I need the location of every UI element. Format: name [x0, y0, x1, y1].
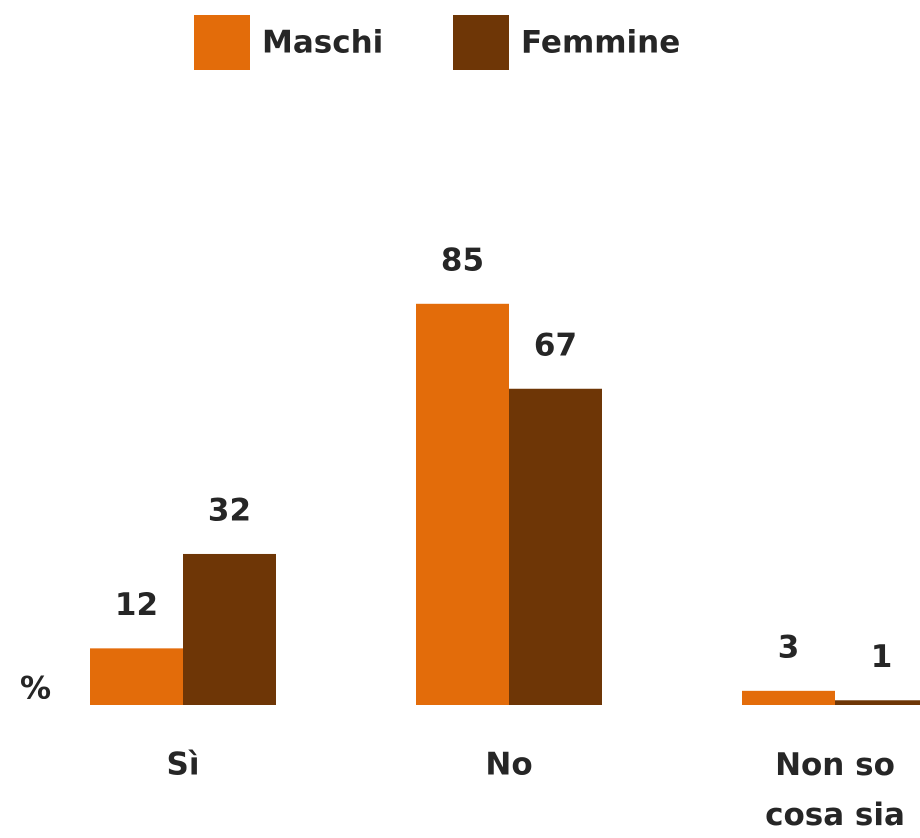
bar: [416, 303, 509, 705]
value-label: 1: [871, 639, 893, 675]
value-label: 32: [208, 492, 251, 528]
bar: [509, 388, 602, 705]
legend-label: Femmine: [521, 25, 680, 61]
bar: [835, 700, 920, 705]
value-label: 12: [115, 587, 158, 623]
bar: [742, 690, 835, 705]
legend-swatch: [453, 15, 509, 70]
value-label: 85: [441, 242, 484, 278]
value-label: 67: [534, 327, 577, 363]
legend-label: Maschi: [262, 25, 383, 61]
x-tick-label: Sì: [167, 747, 200, 783]
y-axis-label: %: [20, 671, 51, 707]
x-tick-label: No: [485, 747, 532, 783]
bar: [183, 553, 276, 705]
x-tick-label: Non so cosa sia: [765, 747, 905, 833]
value-label: 3: [778, 629, 800, 665]
legend-swatch: [194, 15, 250, 70]
bar: [90, 648, 183, 705]
